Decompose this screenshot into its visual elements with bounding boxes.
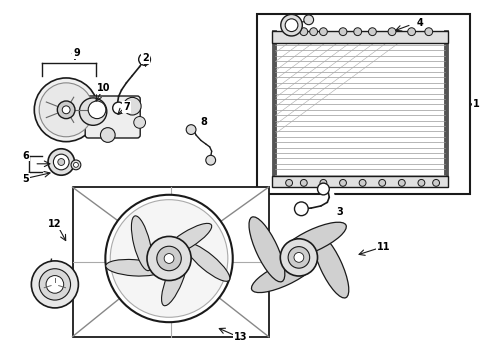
Text: 11: 11	[377, 242, 391, 252]
Text: 8: 8	[200, 117, 207, 127]
Circle shape	[57, 101, 75, 119]
Bar	[257, 14, 470, 194]
Circle shape	[34, 78, 98, 141]
Circle shape	[39, 269, 71, 300]
Text: 5: 5	[22, 174, 29, 184]
Circle shape	[110, 200, 228, 317]
Circle shape	[134, 117, 146, 128]
Circle shape	[288, 247, 310, 268]
Circle shape	[71, 160, 81, 170]
Circle shape	[206, 155, 216, 165]
Circle shape	[164, 253, 174, 264]
Circle shape	[398, 179, 405, 186]
Text: 7: 7	[123, 102, 130, 112]
Text: 12: 12	[48, 219, 62, 229]
Circle shape	[286, 179, 293, 186]
Ellipse shape	[163, 223, 212, 256]
Ellipse shape	[162, 253, 188, 306]
Bar	[272, 31, 448, 43]
Circle shape	[340, 179, 346, 186]
Circle shape	[285, 19, 298, 32]
FancyBboxPatch shape	[85, 96, 140, 138]
Circle shape	[58, 158, 65, 166]
Circle shape	[79, 98, 107, 125]
Circle shape	[300, 179, 307, 186]
Circle shape	[48, 149, 74, 175]
Circle shape	[354, 28, 362, 36]
Circle shape	[408, 28, 416, 36]
Ellipse shape	[313, 233, 349, 298]
Circle shape	[425, 28, 433, 36]
Ellipse shape	[249, 217, 285, 282]
Circle shape	[300, 28, 308, 36]
Text: 4: 4	[417, 18, 424, 28]
Circle shape	[418, 179, 425, 186]
Circle shape	[157, 246, 181, 271]
Circle shape	[62, 106, 70, 114]
Ellipse shape	[131, 216, 152, 271]
Circle shape	[294, 252, 304, 262]
Circle shape	[281, 14, 302, 36]
Circle shape	[74, 162, 78, 167]
Bar	[272, 176, 448, 187]
Circle shape	[280, 239, 318, 276]
Circle shape	[379, 179, 386, 186]
Circle shape	[46, 276, 64, 293]
Circle shape	[368, 28, 376, 36]
Text: 13: 13	[234, 332, 248, 342]
Circle shape	[147, 237, 191, 280]
Circle shape	[31, 261, 78, 308]
Ellipse shape	[251, 257, 317, 293]
Ellipse shape	[106, 260, 162, 276]
Ellipse shape	[185, 243, 230, 281]
Circle shape	[433, 179, 440, 186]
Circle shape	[285, 28, 293, 36]
Circle shape	[320, 179, 327, 186]
Circle shape	[123, 97, 141, 115]
Text: 2: 2	[142, 53, 149, 63]
Text: 9: 9	[73, 48, 80, 58]
Circle shape	[53, 154, 69, 170]
Circle shape	[139, 54, 150, 65]
Circle shape	[359, 179, 366, 186]
Circle shape	[388, 28, 396, 36]
Circle shape	[304, 15, 314, 25]
Circle shape	[310, 28, 318, 36]
Bar	[73, 187, 269, 337]
Circle shape	[294, 202, 308, 216]
Text: 3: 3	[336, 207, 343, 217]
Circle shape	[318, 183, 329, 195]
Circle shape	[186, 125, 196, 135]
Text: 10: 10	[97, 83, 111, 93]
Circle shape	[113, 102, 124, 114]
Circle shape	[105, 195, 233, 322]
Circle shape	[88, 101, 106, 119]
Circle shape	[100, 128, 115, 142]
Text: 1: 1	[473, 99, 480, 109]
Circle shape	[319, 28, 327, 36]
Text: 6: 6	[22, 150, 29, 161]
Circle shape	[339, 28, 347, 36]
Ellipse shape	[281, 222, 346, 258]
Circle shape	[39, 83, 93, 137]
